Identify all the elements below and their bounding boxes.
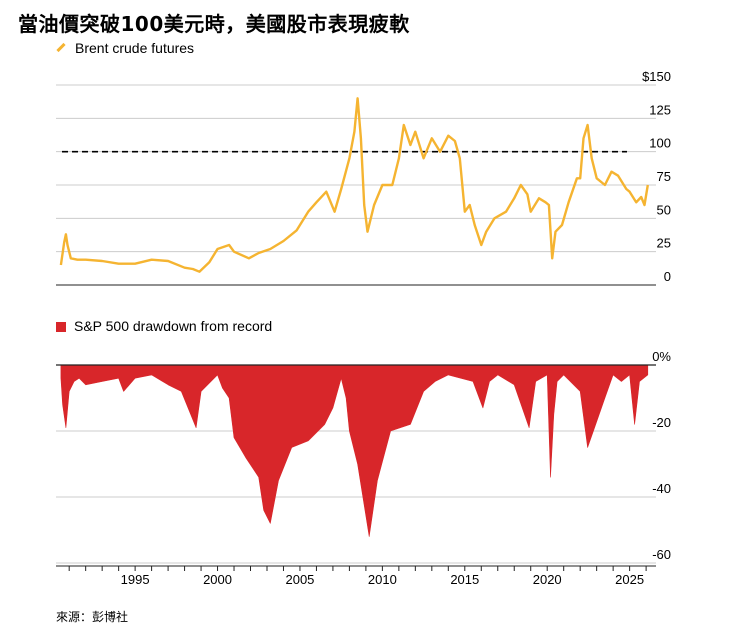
- legend-oil: Brent crude futures: [56, 40, 194, 56]
- x-tick-label: 2025: [615, 572, 644, 587]
- drawdown-ytick-label: -60: [652, 547, 671, 562]
- x-tick-label: 2000: [203, 572, 232, 587]
- x-tick-label: 1995: [121, 572, 150, 587]
- x-tick-label: 2005: [285, 572, 314, 587]
- drawdown-ytick-label: -40: [652, 481, 671, 496]
- x-tick-label: 2020: [533, 572, 562, 587]
- chart-title: 當油價突破100美元時，美國股市表現疲軟: [18, 12, 410, 36]
- legend-oil-label: Brent crude futures: [75, 40, 195, 56]
- oil-ytick-label: 125: [649, 102, 671, 117]
- oil-price-line: [59, 97, 649, 273]
- source-note: 來源：彭博社: [56, 610, 129, 624]
- drawdown-ytick-label: -20: [652, 415, 671, 430]
- drawdown-area: [60, 364, 649, 537]
- x-tick-label: 2010: [368, 572, 397, 587]
- drawdown-ytick-label: 0%: [652, 349, 671, 364]
- legend-drawdown: S&P 500 drawdown from record: [56, 318, 272, 334]
- legend-box-swatch: [56, 322, 66, 332]
- oil-ytick-label: $150: [642, 69, 671, 84]
- oil-ytick-label: 0: [664, 269, 671, 284]
- legend-drawdown-label: S&P 500 drawdown from record: [74, 318, 273, 334]
- oil-ytick-label: 100: [649, 136, 671, 151]
- oil-ytick-label: 25: [657, 236, 671, 251]
- oil-ytick-label: 75: [657, 169, 671, 184]
- oil-ytick-label: 50: [657, 202, 671, 217]
- x-tick-label: 2015: [450, 572, 479, 587]
